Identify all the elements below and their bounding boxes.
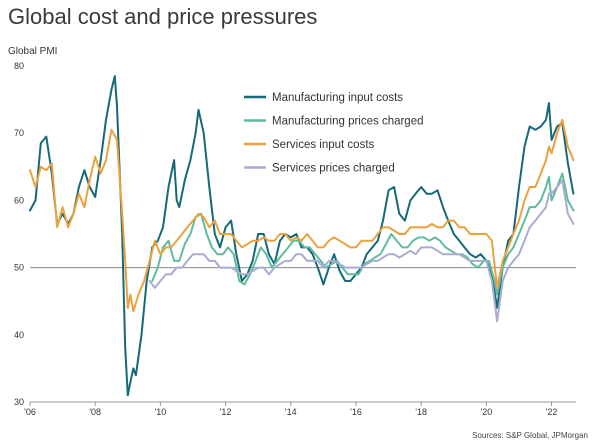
legend-label-2: Manufacturing prices charged xyxy=(272,116,424,128)
x-tick-label: '08 xyxy=(89,407,101,417)
y-tick-label: 60 xyxy=(14,195,24,205)
y-tick-label: 80 xyxy=(14,61,24,71)
x-tick-label: '16 xyxy=(350,407,362,417)
chart-title: Global cost and price pressures xyxy=(8,4,318,29)
legend-label-3: Services input costs xyxy=(272,139,375,151)
x-tick-label: '12 xyxy=(220,407,232,417)
y-tick-label: 70 xyxy=(14,128,24,138)
x-tick-label: '20 xyxy=(480,407,492,417)
x-tick-label: '10 xyxy=(155,407,167,417)
series-layer xyxy=(29,75,575,397)
y-tick-label: 40 xyxy=(14,330,24,340)
y-tick-label: 50 xyxy=(14,263,24,273)
legend-label-4: Services prices charged xyxy=(272,163,395,175)
series-line-3 xyxy=(29,118,575,313)
x-tick-label: '14 xyxy=(285,407,297,417)
y-tick-label: 30 xyxy=(14,397,24,407)
legend-label-1: Manufacturing input costs xyxy=(272,92,403,104)
x-tick-label: '22 xyxy=(546,407,558,417)
source-note: Sources: S&P Global, JPMorgan xyxy=(472,431,588,440)
series-line-2 xyxy=(151,172,575,296)
axis-layer: 30 40 50 60 70 80 '06 '08 '10 '12 '14 '16 '18 '20 '22 xyxy=(14,61,576,417)
x-tick-label: '06 xyxy=(24,407,36,417)
legend: Manufacturing input costs Manufacturing p… xyxy=(244,92,424,175)
series-line-4 xyxy=(148,179,575,323)
y-axis-label: Global PMI xyxy=(8,46,58,57)
x-tick-label: '18 xyxy=(415,407,427,417)
